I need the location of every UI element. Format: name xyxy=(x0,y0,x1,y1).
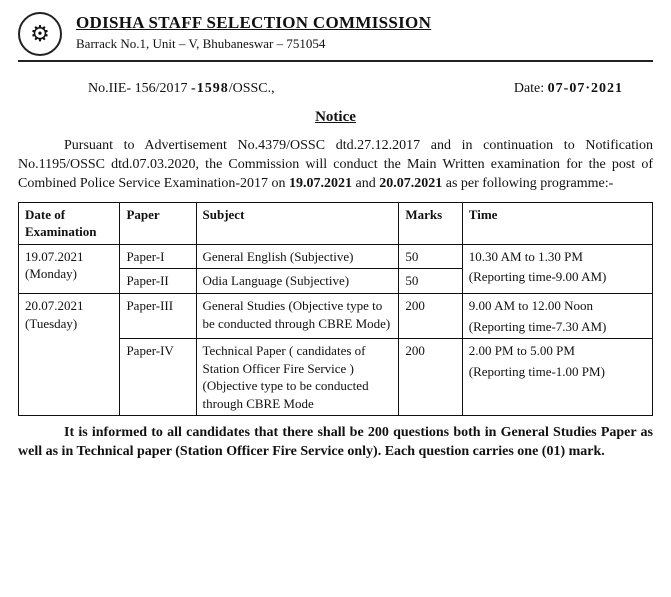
cell-time: 2.00 PM to 5.00 PM (Reporting time-1.00 … xyxy=(462,339,652,416)
th-time: Time xyxy=(462,202,652,244)
table-header-row: Date of Examination Paper Subject Marks … xyxy=(19,202,653,244)
th-paper: Paper xyxy=(120,202,196,244)
th-subject: Subject xyxy=(196,202,399,244)
org-name: ODISHA STAFF SELECTION COMMISSION xyxy=(76,12,653,35)
time-reporting: (Reporting time-9.00 AM) xyxy=(469,268,646,286)
ref-suffix: /OSSC., xyxy=(229,81,275,96)
notice-heading: Notice xyxy=(18,107,653,127)
letterhead: ⚙ ODISHA STAFF SELECTION COMMISSION Barr… xyxy=(18,12,653,62)
date-label: Date: xyxy=(514,81,544,96)
cell-subject: Technical Paper ( candidates of Station … xyxy=(196,339,399,416)
org-address: Barrack No.1, Unit – V, Bhubaneswar – 75… xyxy=(76,35,653,53)
time-reporting: (Reporting time-1.00 PM) xyxy=(469,363,646,381)
time-main: 2.00 PM to 5.00 PM xyxy=(469,343,575,358)
ref-date-row: No.IIE- 156/2017 -1598/OSSC., Date: 07-0… xyxy=(18,80,653,99)
th-marks: Marks xyxy=(399,202,462,244)
ref-hand: -1598 xyxy=(191,81,229,96)
date-block: Date: 07-07·2021 xyxy=(514,80,653,99)
letterhead-text: ODISHA STAFF SELECTION COMMISSION Barrac… xyxy=(76,12,653,52)
schedule-table: Date of Examination Paper Subject Marks … xyxy=(18,202,653,416)
cell-marks: 50 xyxy=(399,269,462,294)
reference-number: No.IIE- 156/2017 -1598/OSSC., xyxy=(18,80,275,99)
cell-paper: Paper-III xyxy=(120,294,196,339)
intro-paragraph: Pursuant to Advertisement No.4379/OSSC d… xyxy=(18,137,653,194)
cell-subject: Odia Language (Subjective) xyxy=(196,269,399,294)
para-p2: as per following programme:- xyxy=(442,176,613,191)
cell-date: 19.07.2021 (Monday) xyxy=(19,244,120,293)
para-mid: and xyxy=(352,176,379,191)
cell-marks: 50 xyxy=(399,244,462,269)
table-row: 20.07.2021 (Tuesday) Paper-III General S… xyxy=(19,294,653,339)
para-date1: 19.07.2021 xyxy=(289,176,352,191)
ref-prefix: No.IIE- 156/2017 xyxy=(88,81,188,96)
date-value: 07-07·2021 xyxy=(548,81,623,96)
cell-marks: 200 xyxy=(399,294,462,339)
para-date2: 20.07.2021 xyxy=(379,176,442,191)
cell-paper: Paper-IV xyxy=(120,339,196,416)
cell-subject: General Studies (Objective type to be co… xyxy=(196,294,399,339)
table-row: 19.07.2021 (Monday) Paper-I General Engl… xyxy=(19,244,653,269)
time-main: 9.00 AM to 12.00 Noon xyxy=(469,298,593,313)
time-reporting: (Reporting time-7.30 AM) xyxy=(469,318,646,336)
time-main: 10.30 AM to 1.30 PM xyxy=(469,249,583,264)
cell-date: 20.07.2021 (Tuesday) xyxy=(19,294,120,416)
footnote-paragraph: It is informed to all candidates that th… xyxy=(18,424,653,462)
cell-paper: Paper-I xyxy=(120,244,196,269)
footnote-text: It is informed to all candidates that th… xyxy=(18,425,653,459)
cell-marks: 200 xyxy=(399,339,462,416)
cell-paper: Paper-II xyxy=(120,269,196,294)
emblem-icon: ⚙ xyxy=(18,12,62,56)
cell-subject: General English (Subjective) xyxy=(196,244,399,269)
th-date: Date of Examination xyxy=(19,202,120,244)
cell-time: 10.30 AM to 1.30 PM (Reporting time-9.00… xyxy=(462,244,652,293)
cell-time: 9.00 AM to 12.00 Noon (Reporting time-7.… xyxy=(462,294,652,339)
